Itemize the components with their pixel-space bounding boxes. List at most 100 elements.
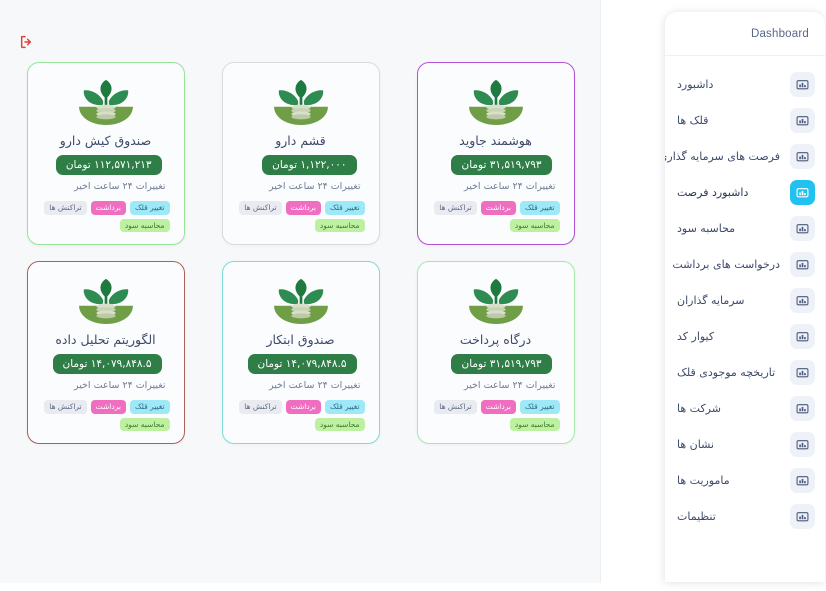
opportunity-card-1[interactable]: قشم دارو ۱,۱۲۲,۰۰۰ تومان تغییرات ۲۴ ساعت… [221, 62, 380, 245]
sidebar-item-2[interactable]: فرصت های سرمایه گذاری [665, 138, 825, 174]
card-action-badges-row2: محاسبه سود [231, 218, 371, 232]
card-title: صندوق ابتکار [266, 332, 335, 347]
sidebar-item-label: سرمایه گذاران [677, 293, 745, 307]
opportunity-card-0[interactable]: هوشمند جاوید ۳۱,۵۱۹,۷۹۳ تومان تغییرات ۲۴… [416, 62, 575, 245]
sidebar-item-label: داشبورد [677, 77, 714, 91]
sidebar-item-3[interactable]: داشبورد فرصت [665, 174, 825, 210]
sidebar-item-1[interactable]: قلک ها [665, 102, 825, 138]
opportunity-card-5[interactable]: الگوریتم تحلیل داده ۱۴,۰۷۹,۸۴۸.۵ تومان ت… [26, 261, 185, 444]
card-subtext: تغییرات ۲۴ ساعت اخیر [463, 181, 556, 192]
sidebar-item-label: محاسبه سود [677, 221, 736, 235]
card-action-badges-row2: محاسبه سود [426, 218, 566, 232]
sidebar-item-label: شرکت ها [677, 401, 721, 415]
badge-withdraw[interactable]: برداشت [480, 201, 516, 215]
card-title: هوشمند جاوید [459, 133, 532, 148]
bar-chart-icon [790, 503, 815, 529]
badge-withdraw[interactable]: برداشت [90, 400, 126, 414]
sidebar-item-label: فرصت های سرمایه گذاری [665, 149, 780, 163]
sidebar-item-label: درخواست های برداشت [672, 257, 780, 271]
sidebar-item-4[interactable]: محاسبه سود [665, 210, 825, 246]
bar-chart-icon [790, 215, 815, 241]
card-slot: قشم دارو ۱,۱۲۲,۰۰۰ تومان تغییرات ۲۴ ساعت… [203, 62, 398, 261]
badge-transactions[interactable]: تراکنش ها [44, 201, 87, 215]
badge-calc-profit[interactable]: محاسبه سود [314, 218, 365, 232]
bar-chart-icon [790, 359, 815, 385]
badge-transactions[interactable]: تراکنش ها [44, 400, 87, 414]
badge-withdraw[interactable]: برداشت [285, 201, 321, 215]
card-price-badge: ۱۱۲,۵۷۱,۲۱۳ تومان [55, 155, 162, 175]
card-action-badges: تغییر قلک برداشت تراکنش ها [36, 400, 176, 414]
badge-calc-profit[interactable]: محاسبه سود [314, 417, 365, 431]
card-action-badges: تغییر قلک برداشت تراکنش ها [231, 400, 371, 414]
card-subtext: تغییرات ۲۴ ساعت اخیر [73, 181, 166, 192]
opportunity-card-2[interactable]: صندوق کیش دارو ۱۱۲,۵۷۱,۲۱۳ تومان تغییرات… [26, 62, 185, 245]
card-slot: الگوریتم تحلیل داده ۱۴,۰۷۹,۸۴۸.۵ تومان ت… [8, 261, 203, 460]
badge-calc-profit[interactable]: محاسبه سود [119, 417, 170, 431]
badge-calc-profit[interactable]: محاسبه سود [509, 218, 560, 232]
bar-chart-icon [790, 179, 815, 205]
opportunity-card-grid: هوشمند جاوید ۳۱,۵۱۹,۷۹۳ تومان تغییرات ۲۴… [8, 62, 593, 460]
badge-transactions[interactable]: تراکنش ها [434, 400, 477, 414]
sidebar-item-label: قلک ها [677, 113, 709, 127]
bar-chart-icon [790, 107, 815, 133]
badge-calc-profit[interactable]: محاسبه سود [119, 218, 170, 232]
plant-coins-icon [270, 76, 332, 126]
sidebar-item-11[interactable]: ماموریت ها [665, 462, 825, 498]
card-price-badge: ۳۱,۵۱۹,۷۹۳ تومان [451, 354, 552, 374]
card-title: درگاه پرداخت [459, 332, 532, 347]
card-action-badges-row2: محاسبه سود [426, 417, 566, 431]
card-action-badges: تغییر قلک برداشت تراکنش ها [231, 201, 371, 215]
card-action-badges-row2: محاسبه سود [36, 218, 176, 232]
sidebar-item-5[interactable]: درخواست های برداشت [665, 246, 825, 282]
badge-change-box[interactable]: تغییر قلک [519, 201, 560, 215]
badge-change-box[interactable]: تغییر قلک [129, 201, 170, 215]
card-price-badge: ۳۱,۵۱۹,۷۹۳ تومان [451, 155, 552, 175]
card-slot: هوشمند جاوید ۳۱,۵۱۹,۷۹۳ تومان تغییرات ۲۴… [398, 62, 593, 261]
card-subtext: تغییرات ۲۴ ساعت اخیر [268, 380, 361, 391]
sidebar-item-9[interactable]: شرکت ها [665, 390, 825, 426]
top-bar [0, 0, 600, 56]
badge-change-box[interactable]: تغییر قلک [324, 400, 365, 414]
card-subtext: تغییرات ۲۴ ساعت اخیر [268, 181, 361, 192]
badge-withdraw[interactable]: برداشت [90, 201, 126, 215]
sidebar-item-8[interactable]: تاریخچه موجودی قلک [665, 354, 825, 390]
card-action-badges-row2: محاسبه سود [231, 417, 371, 431]
card-slot: درگاه پرداخت ۳۱,۵۱۹,۷۹۳ تومان تغییرات ۲۴… [398, 261, 593, 460]
opportunity-card-3[interactable]: درگاه پرداخت ۳۱,۵۱۹,۷۹۳ تومان تغییرات ۲۴… [416, 261, 575, 444]
card-title: قشم دارو [275, 133, 326, 148]
badge-change-box[interactable]: تغییر قلک [129, 400, 170, 414]
card-action-badges: تغییر قلک برداشت تراکنش ها [426, 400, 566, 414]
card-price-badge: ۱,۱۲۲,۰۰۰ تومان [262, 155, 357, 175]
card-action-badges: تغییر قلک برداشت تراکنش ها [36, 201, 176, 215]
sidebar-item-6[interactable]: سرمایه گذاران [665, 282, 825, 318]
badge-withdraw[interactable]: برداشت [480, 400, 516, 414]
card-slot: صندوق ابتکار ۱۴,۰۷۹,۸۴۸.۵ تومان تغییرات … [203, 261, 398, 460]
badge-change-box[interactable]: تغییر قلک [519, 400, 560, 414]
sidebar-item-12[interactable]: تنظیمات [665, 498, 825, 534]
card-price-badge: ۱۴,۰۷۹,۸۴۸.۵ تومان [247, 354, 357, 374]
plant-coins-icon [270, 275, 332, 325]
sidebar-item-label: تنظیمات [677, 509, 716, 523]
card-subtext: تغییرات ۲۴ ساعت اخیر [73, 380, 166, 391]
page-title: Dashboard [750, 27, 809, 40]
sidebar-item-0[interactable]: داشبورد [665, 66, 825, 102]
bar-chart-icon [790, 395, 815, 421]
card-action-badges: تغییر قلک برداشت تراکنش ها [426, 201, 566, 215]
badge-transactions[interactable]: تراکنش ها [239, 400, 282, 414]
bar-chart-icon [790, 251, 815, 277]
badge-transactions[interactable]: تراکنش ها [434, 201, 477, 215]
sidebar-item-label: کیوار کد [677, 329, 715, 343]
bar-chart-icon [790, 431, 815, 457]
badge-calc-profit[interactable]: محاسبه سود [509, 417, 560, 431]
bar-chart-icon [790, 71, 815, 97]
badge-withdraw[interactable]: برداشت [285, 400, 321, 414]
logout-icon[interactable] [18, 33, 36, 51]
bar-chart-icon [790, 467, 815, 493]
badge-transactions[interactable]: تراکنش ها [239, 201, 282, 215]
plant-coins-icon [465, 76, 527, 126]
badge-change-box[interactable]: تغییر قلک [324, 201, 365, 215]
opportunity-card-4[interactable]: صندوق ابتکار ۱۴,۰۷۹,۸۴۸.۵ تومان تغییرات … [221, 261, 380, 444]
sidebar-item-10[interactable]: نشان ها [665, 426, 825, 462]
sidebar-item-7[interactable]: کیوار کد [665, 318, 825, 354]
